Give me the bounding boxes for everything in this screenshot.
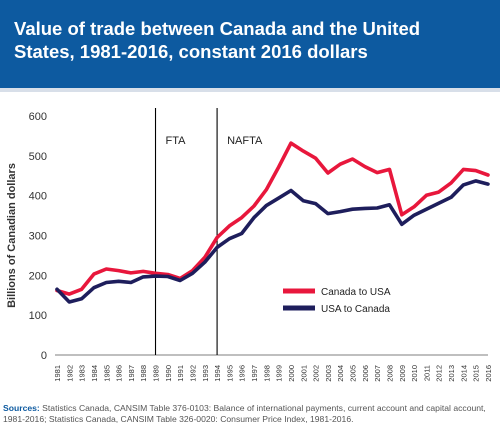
- x-tick-label: 2003: [324, 365, 333, 382]
- annotation-label: FTA: [166, 135, 187, 147]
- x-tick-label: 1999: [275, 365, 284, 382]
- x-tick-label: 2001: [299, 365, 308, 382]
- x-tick-label: 2011: [422, 365, 431, 381]
- x-tick-label: 1996: [238, 365, 247, 382]
- x-tick-label: 1983: [78, 365, 87, 382]
- annotation-label: NAFTA: [227, 135, 263, 147]
- x-tick-label: 2004: [336, 365, 345, 382]
- x-tick-label: 2009: [398, 365, 407, 382]
- x-tick-label: 1986: [115, 365, 124, 382]
- x-tick-label: 1985: [102, 365, 111, 382]
- y-tick-label: 500: [29, 151, 47, 163]
- x-tick-label: 2015: [472, 365, 481, 382]
- sources-text: Statistics Canada, CANSIM Table 376-0103…: [3, 403, 486, 424]
- x-tick-label: 1995: [225, 365, 234, 382]
- x-tick-label: 1991: [176, 365, 185, 382]
- x-tick-label: 2016: [484, 365, 493, 382]
- y-axis-title: Billions of Canadian dollars: [6, 163, 18, 308]
- x-tick-label: 1984: [90, 365, 99, 382]
- x-tick-label: 1993: [201, 365, 210, 382]
- x-tick-label: 2010: [410, 365, 419, 382]
- x-tick-label: 1990: [164, 365, 173, 382]
- x-tick-label: 2002: [312, 365, 321, 382]
- legend-label: USA to Canada: [321, 304, 390, 315]
- x-tick-label: 1982: [65, 365, 74, 382]
- x-tick-label: 2005: [349, 365, 358, 382]
- sources-note: Sources: Statistics Canada, CANSIM Table…: [3, 403, 499, 425]
- y-tick-label: 600: [29, 111, 47, 123]
- x-tick-label: 2007: [373, 365, 382, 382]
- chart-title: Value of trade between Canada and the Un…: [14, 18, 421, 62]
- x-tick-label: 1994: [213, 365, 222, 382]
- x-tick-label: 1981: [53, 365, 62, 382]
- y-tick-label: 0: [41, 350, 47, 362]
- y-tick-label: 200: [29, 270, 47, 282]
- header-banner: Value of trade between Canada and the Un…: [0, 0, 500, 88]
- x-tick-label: 1998: [262, 365, 271, 382]
- x-tick-label: 2006: [361, 365, 370, 382]
- x-tick-label: 1987: [127, 365, 136, 382]
- x-tick-label: 2008: [385, 365, 394, 382]
- x-tick-label: 1988: [139, 365, 148, 382]
- x-tick-label: 2013: [447, 365, 456, 382]
- y-tick-label: 300: [29, 231, 47, 243]
- series-line: [55, 141, 490, 296]
- x-tick-label: 2012: [435, 365, 444, 382]
- header-divider: [0, 88, 500, 92]
- series-line: [55, 179, 490, 304]
- x-tick-label: 1992: [188, 365, 197, 382]
- y-tick-label: 100: [29, 310, 47, 322]
- x-tick-label: 1989: [152, 365, 161, 382]
- x-tick-label: 1997: [250, 365, 259, 382]
- x-tick-label: 2014: [459, 365, 468, 382]
- x-tick-label: 2000: [287, 365, 296, 382]
- legend-label: Canada to USA: [321, 287, 391, 298]
- y-tick-label: 400: [29, 191, 47, 203]
- line-chart: 0 100 200 300 400 500 600 Billions of Canadian …: [6, 108, 493, 382]
- sources-label: Sources:: [3, 403, 40, 413]
